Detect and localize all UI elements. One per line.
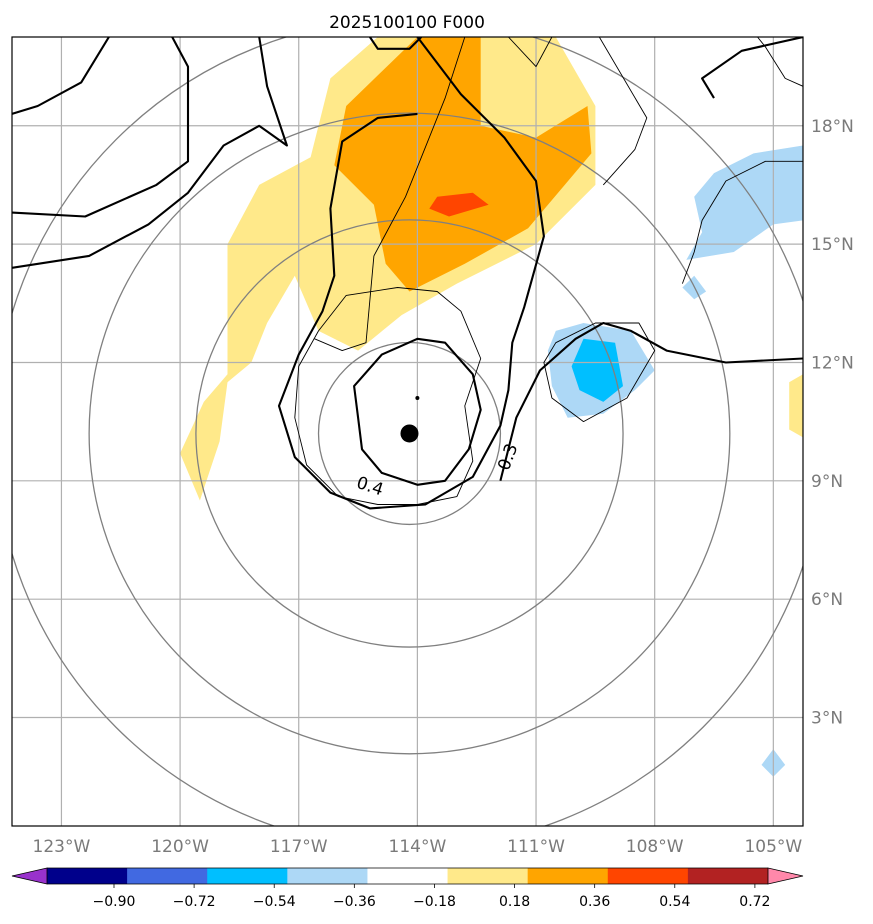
colorbar-tick-label: −0.72 [173,894,216,910]
lat-tick-label: 9°N [811,472,843,492]
colorbar-segment [47,868,128,884]
lon-tick-label: 123°W [33,837,91,857]
lon-tick-label: 120°W [151,837,209,857]
filled-region-negative-weak-east [686,145,803,260]
lat-tick-label: 3°N [811,709,843,729]
contour-0-3 [277,37,545,510]
contour-west [12,37,288,269]
lat-tick-label: 12°N [811,353,854,373]
lat-tick-label: 6°N [811,590,843,610]
filled-region-positive-strong [429,192,489,217]
contour-0-4 [353,337,482,486]
colorbar-extend-high [767,867,804,885]
thin-contour-east [543,322,656,423]
thin-contours [294,37,803,505]
contour-east [499,321,803,482]
lon-tick-label: 114°W [389,837,447,857]
filled-regions [180,37,803,777]
contour-west-3 [12,37,190,218]
filled-region-positive-moderate [334,37,592,292]
thin-contour-ne [508,37,553,68]
colorbar-segment [527,868,609,884]
colorbar-tick-label: 0.54 [659,894,690,910]
colorbar: −0.90 −0.72 −0.54 −0.36 −0.18 0.18 0.36 0.54 0.7… [11,867,804,910]
colorbar-tick-label: −0.90 [93,894,136,910]
colorbar-segment [287,868,368,884]
secondary-center-dot [415,395,420,400]
range-ring [88,112,731,755]
contour-label: 0.4 [354,473,386,500]
longitude-ticks: 123°W 120°W 117°W 114°W 111°W 108°W 105°W [33,837,803,857]
storm-center-marker [400,395,420,443]
storm-center-dot [400,424,419,443]
colorbar-tick-label: 0.18 [499,894,530,910]
colorbar-segment [127,868,208,884]
contour-east-2 [701,37,803,99]
contour-top [369,37,423,50]
latitude-ticks: 3°N 6°N 9°N 12°N 15°N 18°N [811,117,854,729]
colorbar-tick-label: −0.54 [253,894,296,910]
thin-contour-ne-2 [598,37,648,186]
thin-contour-east-top [757,37,803,87]
colorbar-segment [367,868,449,884]
thin-contour-inner [294,287,482,505]
contour-label: 0.3 [494,441,522,473]
colorbar-segment [447,868,529,884]
filled-region-positive-weak-east-edge [789,374,803,438]
colorbar-segment [207,868,288,884]
lon-tick-label: 117°W [270,837,328,857]
lon-tick-label: 105°W [744,837,802,857]
range-ring [195,219,624,648]
colorbar-tick-label: −0.18 [413,894,456,910]
lon-tick-label: 108°W [626,837,684,857]
plot-frame [11,36,804,827]
lat-tick-label: 18°N [811,117,854,137]
colorbar-extend-low [11,867,48,885]
colorbar-tick-label: 0.72 [739,894,770,910]
contour-west-2 [12,37,110,115]
thick-contours [12,37,803,510]
filled-region-negative-moderate [571,338,623,402]
thin-contour-outer [314,37,466,352]
colorbar-tick-label: −0.36 [333,894,376,910]
colorbar-segment [607,868,689,884]
thin-contour-east-edge [681,160,803,284]
colorbar-segment [687,868,769,884]
colorbar-tick-label: 0.36 [579,894,610,910]
chart-title: 2025100100 F000 [329,13,485,33]
lon-tick-label: 111°W [507,837,565,857]
lat-tick-label: 15°N [811,235,854,255]
